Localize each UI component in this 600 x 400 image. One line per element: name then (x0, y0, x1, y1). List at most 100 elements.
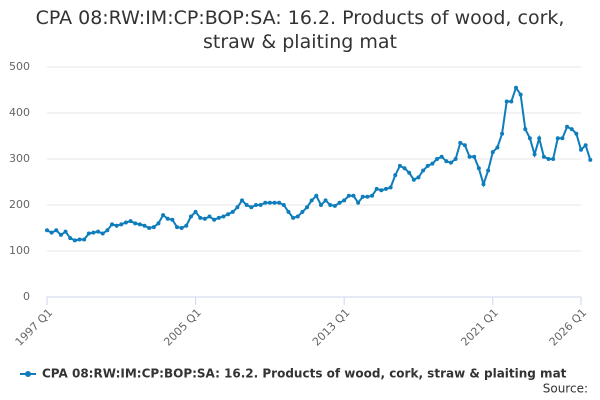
data-point (170, 217, 175, 222)
data-point (374, 186, 379, 191)
data-point (555, 136, 560, 141)
data-point (318, 203, 323, 207)
data-point (513, 85, 518, 90)
data-point (272, 200, 277, 205)
data-point (277, 200, 282, 205)
data-point (356, 200, 361, 205)
data-point (142, 223, 147, 228)
data-point (212, 217, 217, 222)
x-tick-label: 2021 Q1 (458, 306, 501, 349)
data-point (490, 150, 495, 155)
data-point (444, 159, 449, 164)
data-point (435, 157, 440, 161)
data-point (388, 185, 393, 190)
source: Source: (543, 382, 588, 396)
y-tick-label: 0 (23, 290, 30, 303)
data-point (323, 198, 328, 203)
data-point (175, 225, 180, 230)
data-point (551, 157, 556, 161)
x-tick-label: 2013 Q1 (310, 306, 353, 349)
data-point (309, 198, 314, 203)
data-point (407, 170, 412, 175)
data-point (165, 216, 170, 221)
data-point (379, 188, 384, 193)
data-point (383, 186, 388, 191)
data-point (504, 99, 509, 104)
data-point (393, 173, 398, 178)
data-point (397, 163, 402, 168)
data-point (100, 231, 105, 236)
data-point (402, 166, 407, 171)
data-point (86, 231, 91, 236)
data-point (133, 221, 138, 226)
data-point (337, 200, 342, 205)
data-point (495, 145, 500, 150)
data-point (476, 166, 481, 171)
data-point (411, 177, 416, 182)
data-point (370, 193, 375, 198)
legend-marker (25, 371, 31, 377)
x-tick-label: 1997 Q1 (13, 306, 56, 349)
data-point (244, 203, 249, 207)
x-tick-label: 2005 Q1 (161, 306, 204, 349)
data-point (453, 157, 458, 161)
data-point (240, 198, 245, 203)
data-point (509, 99, 514, 104)
data-point (72, 238, 77, 243)
data-point (565, 124, 570, 129)
data-point (486, 168, 491, 173)
data-point (207, 214, 212, 219)
data-point (346, 193, 351, 198)
data-point (541, 154, 546, 159)
data-point (560, 136, 565, 141)
data-point (105, 228, 110, 233)
data-point (267, 200, 272, 205)
data-point (481, 182, 486, 187)
y-tick-label: 200 (9, 198, 30, 211)
y-tick-label: 400 (9, 106, 30, 119)
data-point (249, 205, 254, 210)
data-point (198, 215, 203, 220)
data-point (430, 161, 435, 166)
data-point (281, 203, 286, 207)
data-point (128, 219, 133, 224)
data-point (462, 143, 467, 148)
data-point (221, 214, 226, 219)
data-point (161, 213, 166, 218)
data-point (193, 209, 198, 214)
data-point (63, 229, 68, 234)
data-point (202, 216, 207, 221)
data-point (365, 194, 370, 199)
data-point (439, 154, 444, 159)
data-point (179, 226, 184, 230)
data-point (54, 228, 59, 233)
data-point (579, 147, 583, 152)
data-point (77, 237, 82, 242)
data-point (314, 193, 319, 198)
data-point (421, 168, 426, 173)
data-point (295, 214, 300, 219)
data-point (147, 226, 152, 230)
data-point (258, 203, 263, 207)
series-line (46, 85, 592, 242)
data-point (263, 200, 268, 205)
data-point (546, 157, 551, 161)
data-point (448, 160, 453, 165)
y-tick-label: 300 (9, 152, 30, 165)
data-point (458, 140, 463, 145)
data-point (45, 228, 49, 233)
y-tick-label: 500 (9, 60, 30, 73)
data-point (532, 152, 537, 157)
data-point (137, 222, 142, 227)
data-point (151, 225, 156, 230)
data-point (91, 230, 96, 235)
data-point (523, 127, 528, 132)
data-point (527, 136, 532, 141)
data-point (188, 214, 193, 219)
data-point (360, 194, 365, 199)
data-point (216, 215, 221, 220)
data-point (467, 154, 472, 159)
data-point (49, 230, 54, 235)
